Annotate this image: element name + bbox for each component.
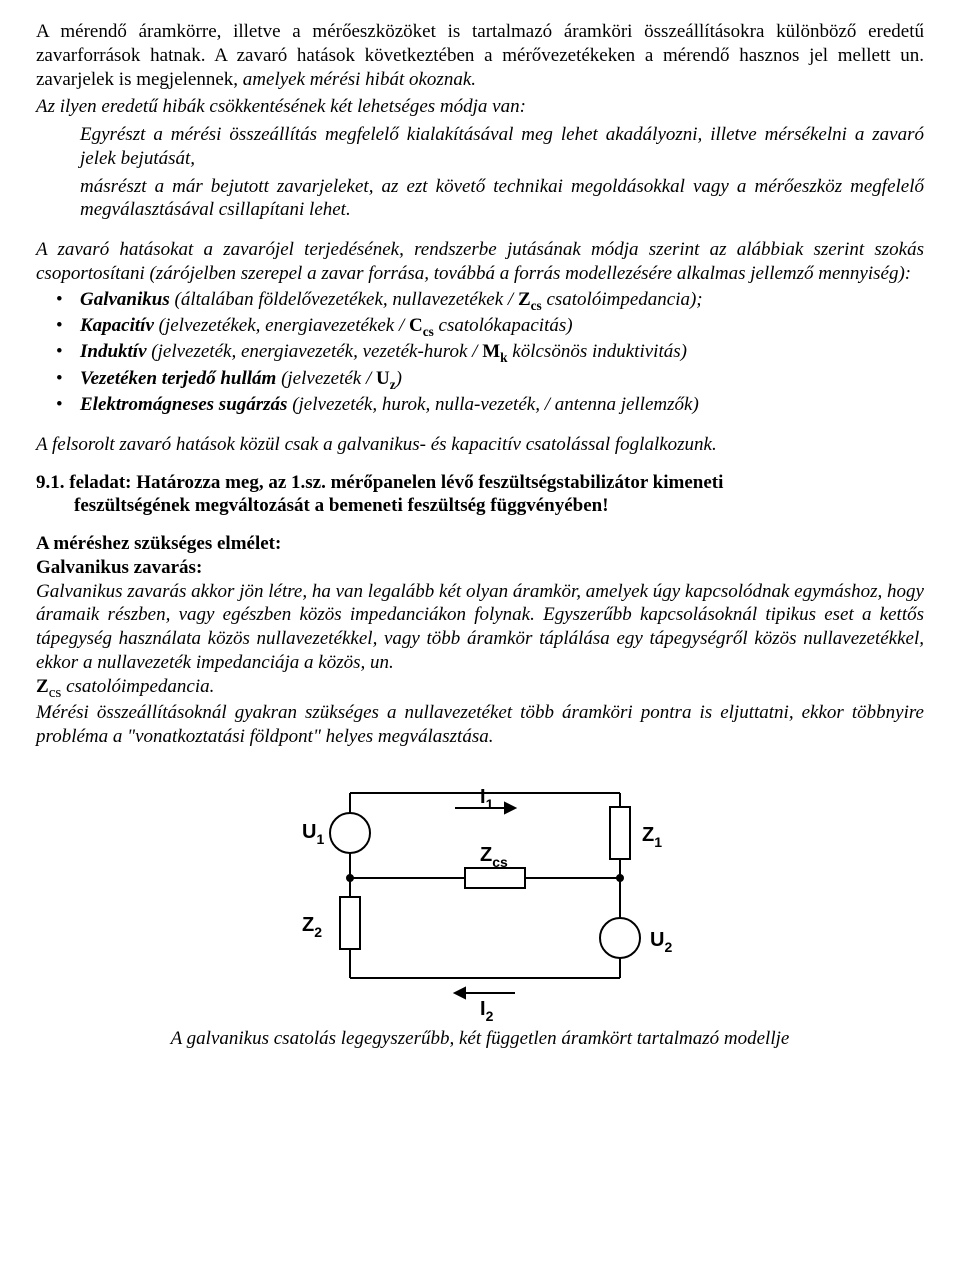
task-line2: feszültségének megváltozását a bemeneti … [36, 494, 924, 518]
theory-p2: Mérési összeállításoknál gyakran szükség… [36, 701, 924, 749]
bullet-item: Induktív (jelvezeték, energiavezeték, ve… [36, 340, 924, 366]
task-line1: 9.1. feladat: Határozza meg, az 1.sz. mé… [36, 472, 723, 493]
bullet-item: Elektromágneses sugárzás (jelvezeték, hu… [36, 393, 924, 417]
intro-p1: A mérendő áramkörre, illetve a mérőeszkö… [36, 20, 924, 91]
bullet-rest: (jelvezetékek, energiavezetékek / [154, 315, 409, 336]
bullet-sym: U [376, 368, 390, 389]
group-lead: A zavaró hatásokat a zavarójel terjedésé… [36, 238, 924, 286]
circuit-svg: U1 Z1 Zcs Z2 U2 I1 I2 [240, 763, 720, 1023]
bullet-rest: (jelvezeték / [276, 368, 376, 389]
intro-block: A mérendő áramkörre, illetve a mérőeszkö… [36, 20, 924, 222]
bullet-bold: Induktív [80, 341, 147, 362]
theory-h1: A méréshez szükséges elmélet: [36, 532, 924, 556]
svg-text:Z2: Z2 [302, 914, 322, 940]
theory-p1b: csatolóimpedancia. [66, 676, 214, 697]
svg-text:I2: I2 [480, 998, 494, 1023]
intro-p2: Az ilyen eredetű hibák csökkentésének ké… [36, 95, 924, 119]
bullet-item: Galvanikus (általában földelővezetékek, … [36, 288, 924, 314]
task-heading: 9.1. feladat: Határozza meg, az 1.sz. mé… [36, 471, 924, 519]
intro-p3: Egyrészt a mérési összeállítás megfelelő… [80, 123, 924, 171]
bullet-rest: (jelvezeték, hurok, nulla-vezeték, / ant… [287, 394, 698, 415]
bullet-item: Vezetéken terjedő hullám (jelvezeték / U… [36, 367, 924, 393]
theory-h2: Galvanikus zavarás: [36, 556, 924, 580]
note: A felsorolt zavaró hatások közül csak a … [36, 433, 924, 457]
bullet-sub: cs [531, 297, 542, 312]
svg-text:U1: U1 [302, 821, 324, 847]
bullet-tail: csatolóimpedancia); [542, 289, 703, 310]
svg-text:U2: U2 [650, 929, 672, 955]
theory-p1: Galvanikus zavarás akkor jön létre, ha v… [36, 580, 924, 675]
bullet-sym: Z [518, 289, 531, 310]
bullet-sub: cs [423, 324, 434, 339]
theory-z: Z [36, 676, 49, 697]
intro-p1-plain: A mérendő áramkörre, illetve a mérőeszkö… [36, 21, 924, 90]
theory-zsub: cs [49, 683, 62, 700]
theory-zline: Zcs csatolóimpedancia. [36, 675, 924, 702]
bullet-tail: ) [396, 368, 402, 389]
bullet-rest: (általában földelővezetékek, nullavezeté… [170, 289, 518, 310]
bullet-tail: csatolókapacitás) [434, 315, 573, 336]
bullet-list: Galvanikus (általában földelővezetékek, … [36, 288, 924, 417]
bullet-bold: Kapacitív [80, 315, 154, 336]
bullet-item: Kapacitív (jelvezetékek, energiavezetéke… [36, 314, 924, 340]
bullet-sym: M [482, 341, 500, 362]
svg-text:Zcs: Zcs [480, 844, 508, 870]
bullet-sub: k [500, 350, 507, 365]
circuit-diagram: U1 Z1 Zcs Z2 U2 I1 I2 A galvanikus csato… [36, 763, 924, 1051]
bullet-sym: C [409, 315, 423, 336]
theory-p1a: Galvanikus zavarás akkor jön létre, ha v… [36, 581, 924, 673]
intro-indent: Egyrészt a mérési összeállítás megfelelő… [36, 123, 924, 222]
bullet-rest: (jelvezeték, energiavezeték, vezeték-hur… [147, 341, 483, 362]
bullet-bold: Elektromágneses sugárzás [80, 394, 287, 415]
intro-p4: másrészt a már bejutott zavarjeleket, az… [80, 175, 924, 223]
bullet-bold: Galvanikus [80, 289, 170, 310]
diagram-caption: A galvanikus csatolás legegyszerűbb, két… [36, 1027, 924, 1051]
svg-text:Z1: Z1 [642, 824, 662, 850]
bullet-bold: Vezetéken terjedő hullám [80, 368, 276, 389]
bullet-tail: kölcsönös induktivitás) [508, 341, 687, 362]
intro-p1-ital: amelyek mérési hibát okoznak. [243, 69, 476, 90]
